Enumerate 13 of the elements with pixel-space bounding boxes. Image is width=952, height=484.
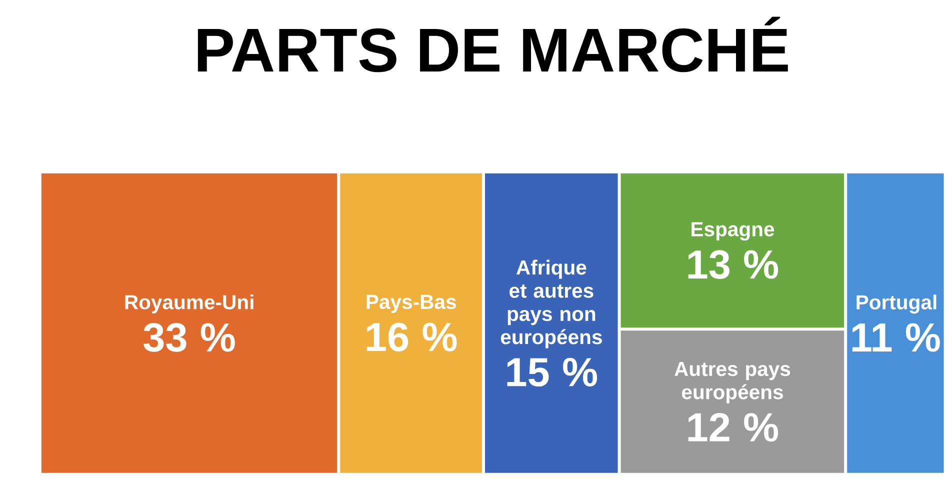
data-label: 33 % [144, 323, 235, 352]
data-label: 15 % [507, 358, 598, 387]
category-label: Pays-Bas [366, 294, 456, 314]
category-label: Afrique et autres pays non européens [500, 260, 602, 348]
text: PARTS DE MARCHÉ [198, 16, 788, 72]
data-label: 12 % [688, 412, 778, 442]
data-label: 16 % [366, 322, 457, 352]
data-label: 13 % [688, 250, 778, 279]
category-label: Portugal [856, 294, 936, 314]
data-label: 11 % [852, 323, 940, 352]
category-label: Espagne [692, 222, 774, 240]
category-label: Royaume-Uni [125, 294, 254, 314]
category-label: Autres pays européens [674, 362, 790, 404]
